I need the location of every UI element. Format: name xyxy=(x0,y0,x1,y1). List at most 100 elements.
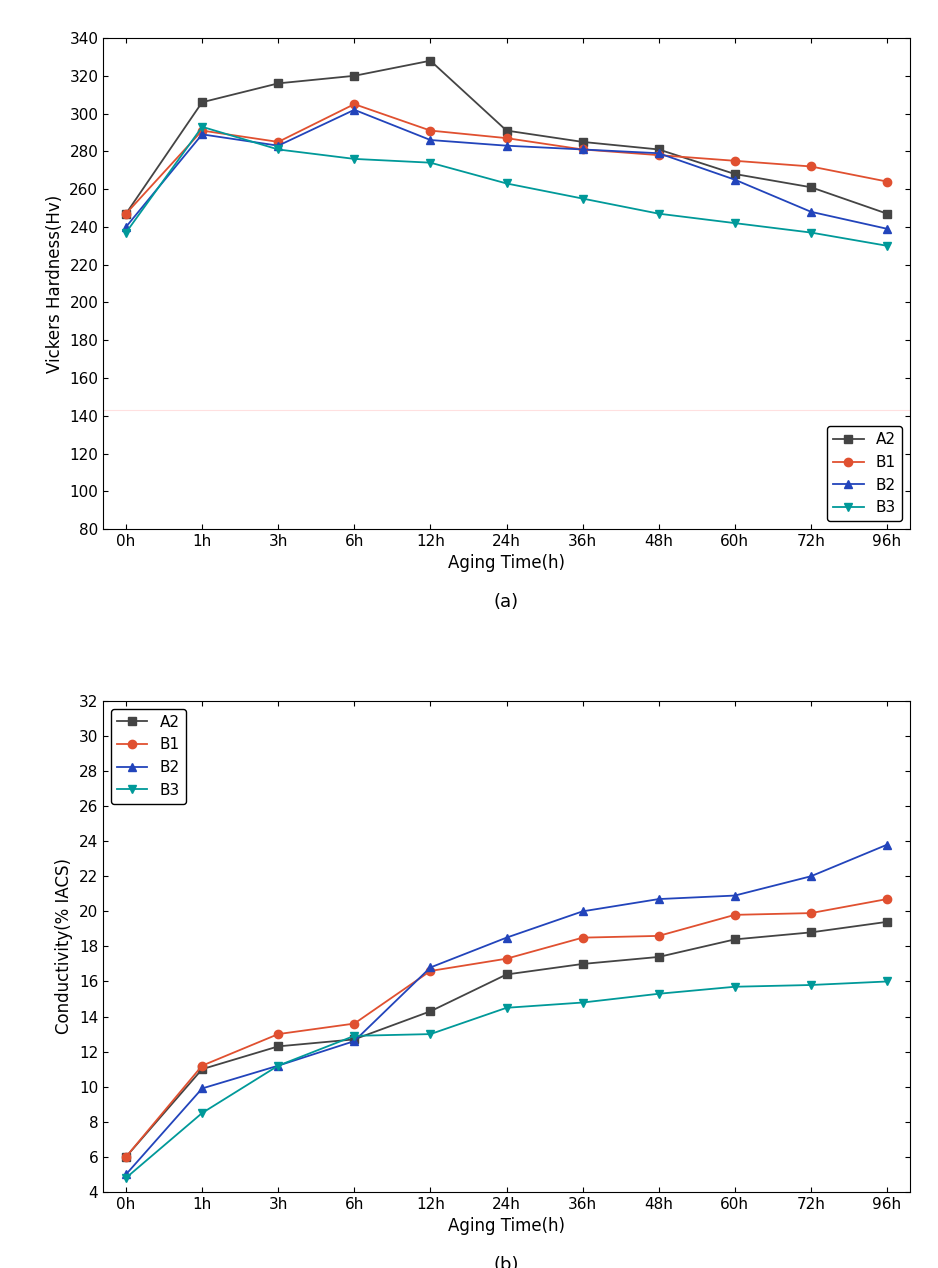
B2 xyxy=(729,172,740,188)
A2 xyxy=(273,1038,284,1054)
B2 xyxy=(653,146,664,161)
Line: B3: B3 xyxy=(122,123,891,250)
B3 xyxy=(501,1000,512,1016)
B2 xyxy=(273,1058,284,1073)
B1 xyxy=(273,134,284,150)
B3 xyxy=(882,974,893,989)
B3 xyxy=(882,238,893,254)
Text: (a): (a) xyxy=(494,593,519,611)
B1 xyxy=(196,123,207,138)
B3 xyxy=(425,1027,436,1042)
B2 xyxy=(806,204,817,219)
B1 xyxy=(729,907,740,922)
B1 xyxy=(806,158,817,174)
A2 xyxy=(882,914,893,929)
Text: (b): (b) xyxy=(493,1255,520,1268)
A2 xyxy=(196,95,207,110)
B3 xyxy=(729,216,740,231)
A2 xyxy=(577,134,588,150)
B3 xyxy=(653,987,664,1002)
B3 xyxy=(806,978,817,993)
A2 xyxy=(425,53,436,68)
Line: B1: B1 xyxy=(122,895,891,1161)
Y-axis label: Vickers Hardness(Hv): Vickers Hardness(Hv) xyxy=(46,194,64,373)
A2 xyxy=(806,924,817,940)
X-axis label: Aging Time(h): Aging Time(h) xyxy=(448,554,565,572)
Y-axis label: Conductivity(% IACS): Conductivity(% IACS) xyxy=(55,858,73,1035)
A2 xyxy=(349,1032,360,1047)
B3 xyxy=(273,142,284,157)
Line: B2: B2 xyxy=(122,105,891,233)
B2 xyxy=(196,1080,207,1096)
B2 xyxy=(425,960,436,975)
X-axis label: Aging Time(h): Aging Time(h) xyxy=(448,1217,565,1235)
B2 xyxy=(806,869,817,884)
Line: A2: A2 xyxy=(122,57,891,218)
B1 xyxy=(577,142,588,157)
B3 xyxy=(349,151,360,166)
Line: B1: B1 xyxy=(122,100,891,218)
Line: B2: B2 xyxy=(122,841,891,1178)
B3 xyxy=(273,1058,284,1073)
B1 xyxy=(120,207,131,222)
B1 xyxy=(349,1016,360,1031)
B2 xyxy=(653,891,664,907)
B3 xyxy=(196,119,207,134)
B1 xyxy=(349,96,360,112)
A2 xyxy=(653,142,664,157)
B2 xyxy=(273,138,284,153)
Line: B3: B3 xyxy=(122,978,891,1182)
A2 xyxy=(806,180,817,195)
A2 xyxy=(349,68,360,84)
B1 xyxy=(120,1149,131,1164)
B2 xyxy=(577,904,588,919)
A2 xyxy=(501,967,512,983)
B2 xyxy=(120,219,131,235)
Legend: A2, B1, B2, B3: A2, B1, B2, B3 xyxy=(111,709,186,804)
A2 xyxy=(196,1061,207,1077)
B2 xyxy=(349,1033,360,1049)
B1 xyxy=(882,174,893,189)
B1 xyxy=(425,123,436,138)
A2 xyxy=(729,932,740,947)
B2 xyxy=(425,132,436,147)
B3 xyxy=(425,155,436,170)
A2 xyxy=(501,123,512,138)
B2 xyxy=(882,837,893,852)
B1 xyxy=(501,951,512,966)
B3 xyxy=(806,224,817,240)
B1 xyxy=(653,928,664,943)
B2 xyxy=(882,221,893,236)
B3 xyxy=(501,176,512,191)
A2 xyxy=(729,166,740,181)
A2 xyxy=(120,207,131,222)
A2 xyxy=(653,950,664,965)
B3 xyxy=(120,224,131,240)
B2 xyxy=(349,103,360,118)
B1 xyxy=(806,905,817,921)
B3 xyxy=(196,1106,207,1121)
B1 xyxy=(577,929,588,945)
A2 xyxy=(882,207,893,222)
Line: A2: A2 xyxy=(122,918,891,1161)
B1 xyxy=(425,964,436,979)
A2 xyxy=(425,1004,436,1019)
B2 xyxy=(501,929,512,945)
B2 xyxy=(120,1167,131,1182)
B2 xyxy=(729,888,740,903)
B3 xyxy=(577,995,588,1011)
B3 xyxy=(349,1028,360,1044)
B1 xyxy=(729,153,740,169)
B1 xyxy=(501,131,512,146)
B3 xyxy=(120,1170,131,1186)
A2 xyxy=(577,956,588,971)
B1 xyxy=(653,147,664,162)
B2 xyxy=(196,127,207,142)
A2 xyxy=(120,1149,131,1164)
B1 xyxy=(882,891,893,907)
Legend: A2, B1, B2, B3: A2, B1, B2, B3 xyxy=(827,426,902,521)
B3 xyxy=(577,191,588,207)
B2 xyxy=(577,142,588,157)
B3 xyxy=(729,979,740,994)
B1 xyxy=(196,1058,207,1073)
